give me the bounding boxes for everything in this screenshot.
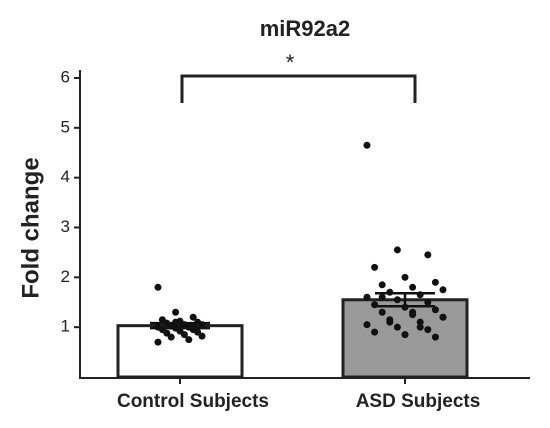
data-point: [386, 318, 394, 326]
significance-bracket: [180, 74, 417, 103]
data-point: [416, 318, 424, 326]
data-point: [371, 328, 379, 336]
data-point: [363, 141, 371, 149]
data-point: [154, 338, 162, 346]
y-tick-label: 6: [61, 67, 70, 86]
data-point: [371, 263, 379, 271]
data-point: [378, 308, 386, 316]
y-tick-label: 3: [61, 217, 70, 236]
data-point: [172, 308, 180, 316]
data-point: [409, 283, 417, 291]
data-point: [439, 313, 447, 321]
chart-title: miR92a2: [260, 16, 351, 41]
data-point: [424, 298, 432, 306]
data-point: [363, 321, 371, 329]
data-point: [363, 293, 371, 301]
data-point: [378, 281, 386, 289]
significance-mark: *: [286, 50, 295, 75]
error-bar: [375, 292, 435, 308]
y-tick-label: 5: [61, 117, 70, 136]
data-point: [409, 308, 417, 316]
data-point: [198, 332, 206, 340]
data-point: [431, 333, 439, 341]
data-point: [378, 293, 386, 301]
data-point: [180, 331, 188, 339]
data-point: [393, 246, 401, 254]
data-point: [393, 296, 401, 304]
y-tick-label: 1: [61, 317, 70, 336]
data-point: [424, 251, 432, 259]
y-axis-label: Fold change: [17, 157, 44, 298]
data-point: [393, 323, 401, 331]
data-point: [401, 273, 409, 281]
data-point: [189, 313, 197, 321]
y-tick-label: 2: [61, 267, 70, 286]
data-point: [154, 283, 162, 291]
x-tick-label: ASD Subjects: [356, 391, 481, 412]
data-point: [431, 306, 439, 314]
bar: [341, 298, 469, 379]
data-point: [167, 333, 175, 341]
error-bar: [150, 321, 210, 330]
data-point: [185, 336, 193, 344]
y-tick-label: 4: [61, 167, 70, 186]
data-point: [431, 278, 439, 286]
data-point: [401, 331, 409, 339]
data-point: [439, 286, 447, 294]
data-point: [416, 323, 424, 331]
data-point: [424, 326, 432, 334]
x-tick-label: Control Subjects: [117, 391, 269, 412]
